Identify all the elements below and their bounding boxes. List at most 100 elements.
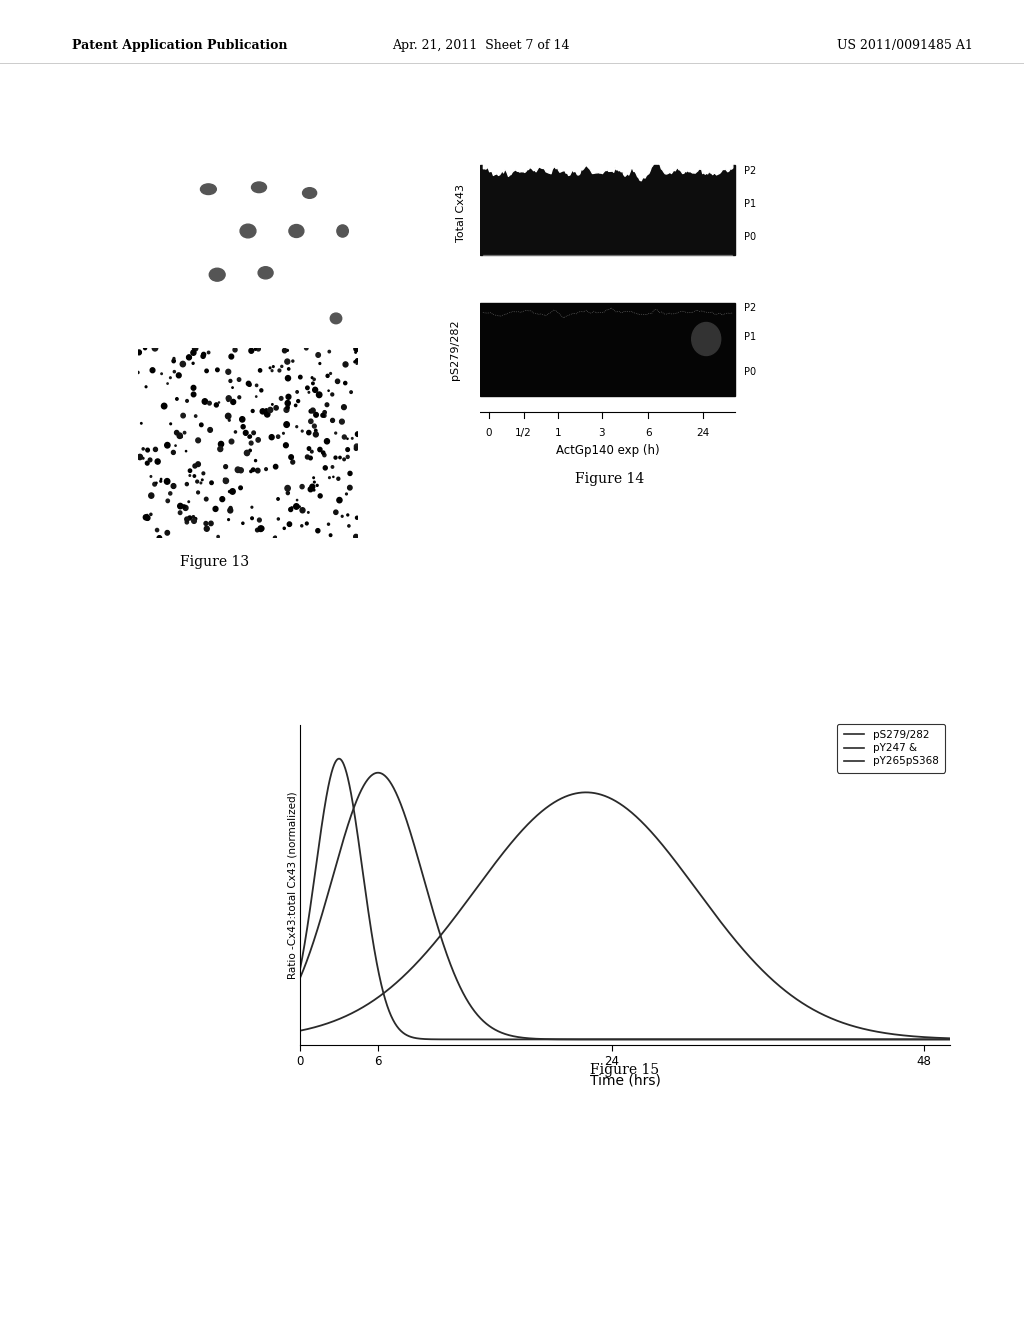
Text: P2: P2 (743, 304, 756, 313)
Ellipse shape (347, 486, 352, 490)
Ellipse shape (354, 446, 357, 450)
Ellipse shape (145, 515, 150, 520)
Text: P0: P0 (743, 232, 756, 242)
Ellipse shape (356, 363, 357, 364)
Ellipse shape (171, 483, 176, 488)
Ellipse shape (336, 379, 340, 384)
Ellipse shape (273, 465, 278, 469)
Ellipse shape (278, 215, 315, 247)
Ellipse shape (329, 215, 357, 247)
Ellipse shape (307, 512, 309, 513)
Ellipse shape (236, 467, 241, 473)
Ellipse shape (301, 525, 303, 527)
Ellipse shape (341, 515, 343, 517)
Ellipse shape (340, 420, 344, 424)
Ellipse shape (205, 527, 209, 531)
Ellipse shape (167, 383, 168, 384)
Ellipse shape (230, 488, 236, 494)
Ellipse shape (174, 430, 179, 434)
Ellipse shape (331, 313, 342, 323)
Ellipse shape (310, 450, 313, 453)
Ellipse shape (347, 513, 349, 516)
Ellipse shape (205, 498, 208, 500)
Text: PP: PP (146, 355, 161, 366)
Text: P1: P1 (743, 331, 756, 342)
Ellipse shape (206, 414, 255, 453)
Ellipse shape (331, 393, 334, 396)
Ellipse shape (279, 370, 281, 372)
Bar (480, 302, 735, 396)
Ellipse shape (197, 491, 200, 494)
Ellipse shape (146, 178, 182, 207)
Ellipse shape (216, 368, 219, 372)
X-axis label: Time (hrs): Time (hrs) (590, 1074, 660, 1088)
Ellipse shape (273, 536, 276, 539)
Ellipse shape (344, 381, 347, 384)
Text: 1: 1 (555, 428, 561, 438)
Ellipse shape (225, 413, 230, 418)
Ellipse shape (308, 487, 313, 492)
Ellipse shape (330, 533, 332, 536)
Ellipse shape (180, 362, 185, 367)
Ellipse shape (355, 516, 358, 519)
Ellipse shape (224, 465, 227, 469)
Ellipse shape (326, 403, 329, 407)
Ellipse shape (226, 396, 231, 401)
Ellipse shape (218, 441, 223, 446)
Ellipse shape (187, 516, 191, 520)
Ellipse shape (217, 536, 219, 539)
Ellipse shape (162, 304, 202, 333)
Text: 1/2: 1/2 (515, 428, 531, 438)
Ellipse shape (137, 454, 142, 459)
Ellipse shape (255, 459, 257, 462)
Ellipse shape (202, 479, 203, 480)
Ellipse shape (348, 471, 352, 475)
Ellipse shape (227, 399, 229, 401)
Ellipse shape (190, 350, 196, 355)
Ellipse shape (188, 176, 228, 202)
Ellipse shape (313, 412, 318, 417)
Ellipse shape (337, 498, 342, 503)
Ellipse shape (289, 224, 304, 238)
Ellipse shape (322, 305, 350, 331)
Ellipse shape (200, 424, 203, 426)
Ellipse shape (313, 482, 315, 483)
Ellipse shape (242, 523, 244, 524)
Ellipse shape (274, 405, 279, 411)
Ellipse shape (285, 486, 290, 491)
Ellipse shape (156, 482, 157, 483)
Ellipse shape (355, 351, 356, 354)
Text: Total Cx43: Total Cx43 (456, 183, 466, 242)
Ellipse shape (143, 515, 148, 520)
Ellipse shape (306, 385, 309, 389)
Ellipse shape (226, 370, 230, 375)
Ellipse shape (301, 430, 303, 432)
Ellipse shape (165, 442, 170, 447)
Ellipse shape (313, 432, 318, 437)
Ellipse shape (189, 475, 190, 477)
Ellipse shape (184, 517, 188, 521)
Ellipse shape (325, 416, 355, 450)
Ellipse shape (137, 371, 139, 374)
Ellipse shape (153, 346, 158, 351)
Ellipse shape (201, 354, 205, 358)
Ellipse shape (291, 461, 295, 465)
Ellipse shape (202, 352, 206, 356)
Ellipse shape (342, 436, 346, 440)
Ellipse shape (311, 375, 351, 405)
Ellipse shape (354, 360, 356, 363)
Ellipse shape (256, 347, 260, 351)
Ellipse shape (264, 412, 270, 417)
Ellipse shape (217, 304, 257, 333)
Ellipse shape (317, 447, 322, 451)
Text: Figure 13: Figure 13 (180, 554, 250, 569)
Ellipse shape (274, 536, 276, 539)
Ellipse shape (256, 469, 260, 473)
Ellipse shape (154, 447, 158, 451)
Ellipse shape (166, 499, 169, 503)
Ellipse shape (188, 469, 191, 473)
Ellipse shape (179, 215, 220, 247)
Ellipse shape (328, 350, 331, 352)
Ellipse shape (258, 525, 263, 532)
Ellipse shape (196, 462, 201, 466)
